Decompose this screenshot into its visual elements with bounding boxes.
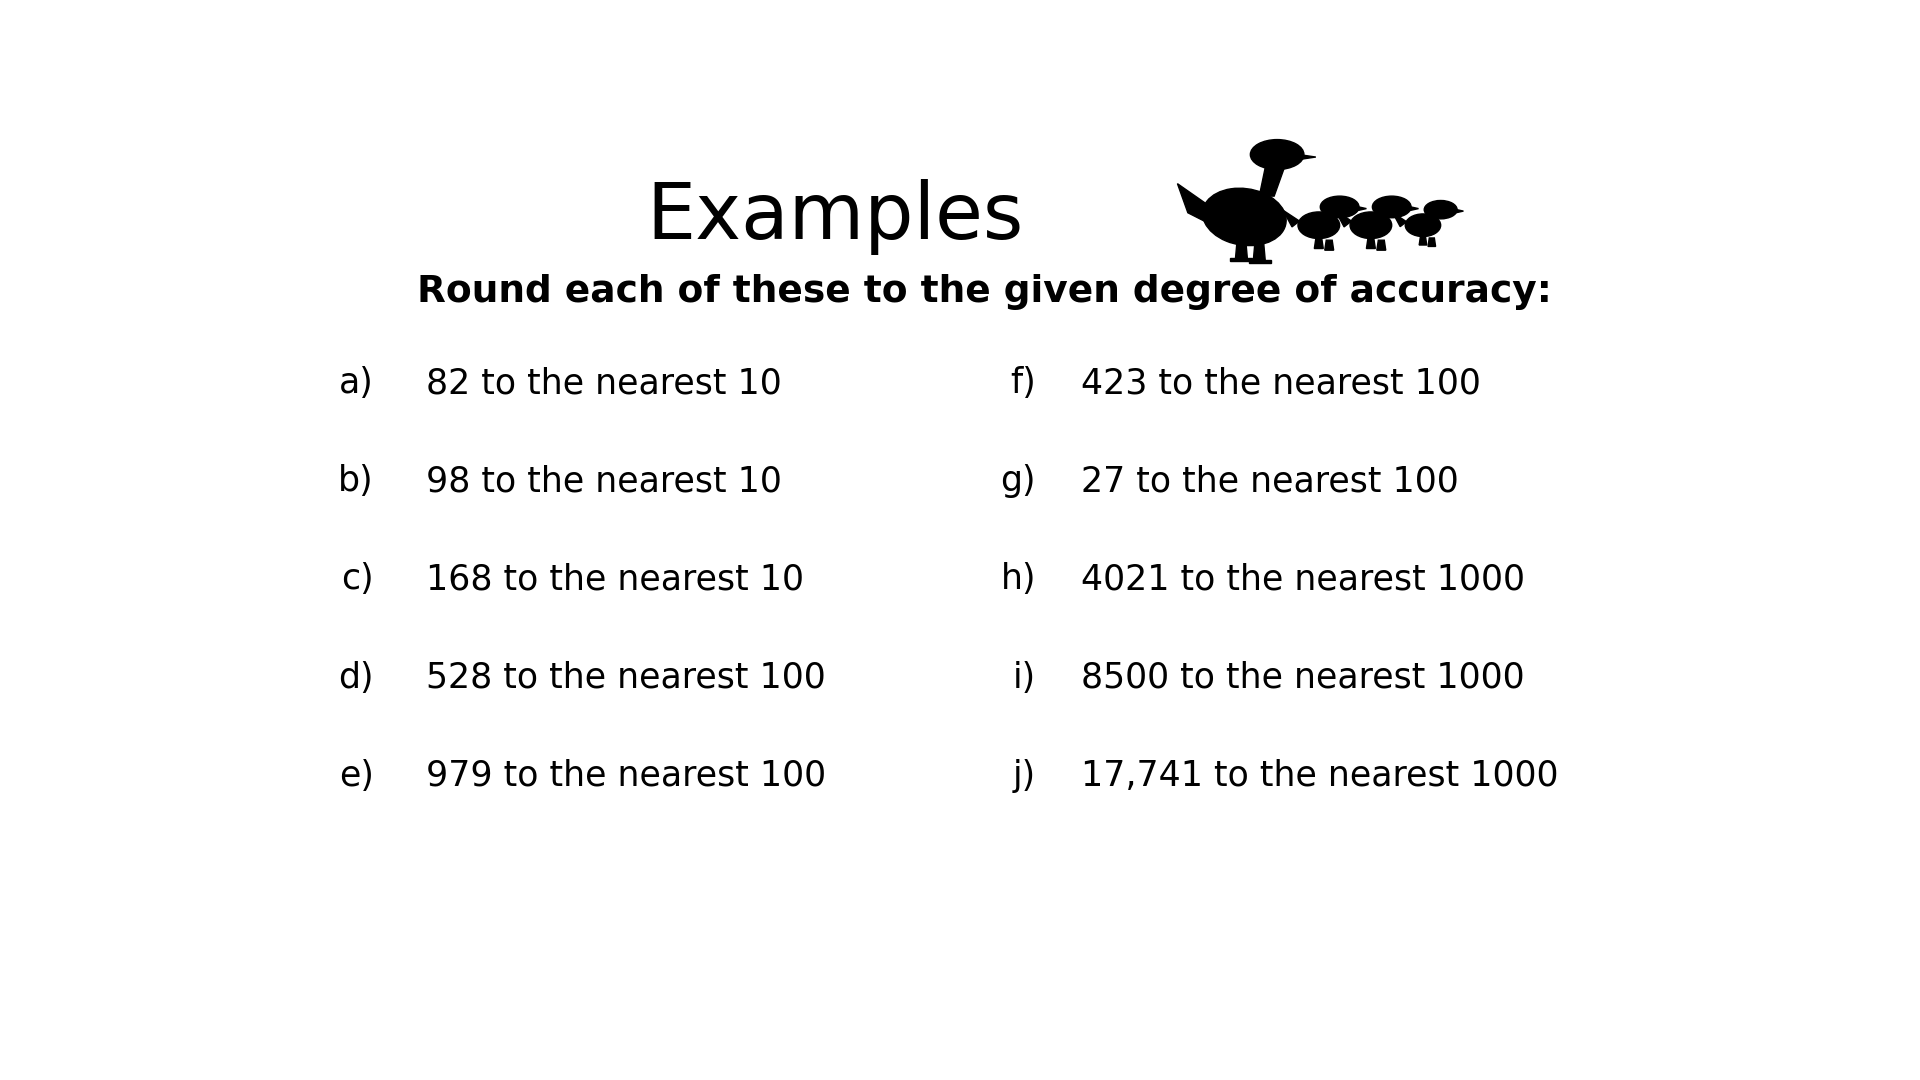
Ellipse shape	[1405, 214, 1440, 237]
Ellipse shape	[1298, 212, 1340, 239]
Text: 528 to the nearest 100: 528 to the nearest 100	[426, 661, 826, 694]
Polygon shape	[1377, 240, 1386, 251]
Text: j): j)	[1014, 759, 1037, 793]
Circle shape	[1373, 197, 1411, 218]
Text: 423 to the nearest 100: 423 to the nearest 100	[1081, 366, 1480, 401]
Polygon shape	[1248, 260, 1271, 262]
Polygon shape	[1428, 238, 1436, 246]
Polygon shape	[1367, 239, 1375, 248]
Circle shape	[1425, 201, 1457, 219]
Polygon shape	[1177, 184, 1208, 221]
Text: b): b)	[338, 464, 374, 498]
Polygon shape	[1254, 243, 1265, 260]
Polygon shape	[1235, 242, 1248, 258]
Polygon shape	[1294, 153, 1315, 160]
Text: 17,741 to the nearest 1000: 17,741 to the nearest 1000	[1081, 759, 1559, 793]
Text: a): a)	[340, 366, 374, 401]
Text: 979 to the nearest 100: 979 to the nearest 100	[426, 759, 826, 793]
Text: 168 to the nearest 10: 168 to the nearest 10	[426, 563, 804, 596]
Text: 98 to the nearest 10: 98 to the nearest 10	[426, 464, 781, 498]
Polygon shape	[1334, 211, 1352, 227]
Text: e): e)	[340, 759, 374, 793]
Text: Examples: Examples	[647, 179, 1023, 255]
Polygon shape	[1325, 240, 1334, 251]
Circle shape	[1250, 139, 1304, 170]
Polygon shape	[1419, 237, 1427, 245]
Text: i): i)	[1014, 661, 1037, 694]
Text: c): c)	[342, 563, 374, 596]
Polygon shape	[1283, 211, 1300, 227]
Polygon shape	[1352, 205, 1367, 212]
Circle shape	[1321, 197, 1359, 218]
Text: h): h)	[1000, 563, 1037, 596]
Ellipse shape	[1350, 212, 1392, 239]
Text: d): d)	[338, 661, 374, 694]
Polygon shape	[1229, 258, 1252, 261]
Text: 27 to the nearest 100: 27 to the nearest 100	[1081, 464, 1459, 498]
Text: 82 to the nearest 10: 82 to the nearest 10	[426, 366, 781, 401]
Polygon shape	[1315, 239, 1323, 248]
Text: f): f)	[1010, 366, 1037, 401]
Text: 8500 to the nearest 1000: 8500 to the nearest 1000	[1081, 661, 1524, 694]
Text: Round each of these to the given degree of accuracy:: Round each of these to the given degree …	[417, 273, 1551, 310]
Polygon shape	[1392, 213, 1407, 227]
Text: g): g)	[1000, 464, 1037, 498]
Text: 4021 to the nearest 1000: 4021 to the nearest 1000	[1081, 563, 1524, 596]
Ellipse shape	[1202, 188, 1286, 245]
Polygon shape	[1260, 160, 1286, 197]
Polygon shape	[1404, 205, 1419, 212]
Polygon shape	[1452, 208, 1463, 214]
